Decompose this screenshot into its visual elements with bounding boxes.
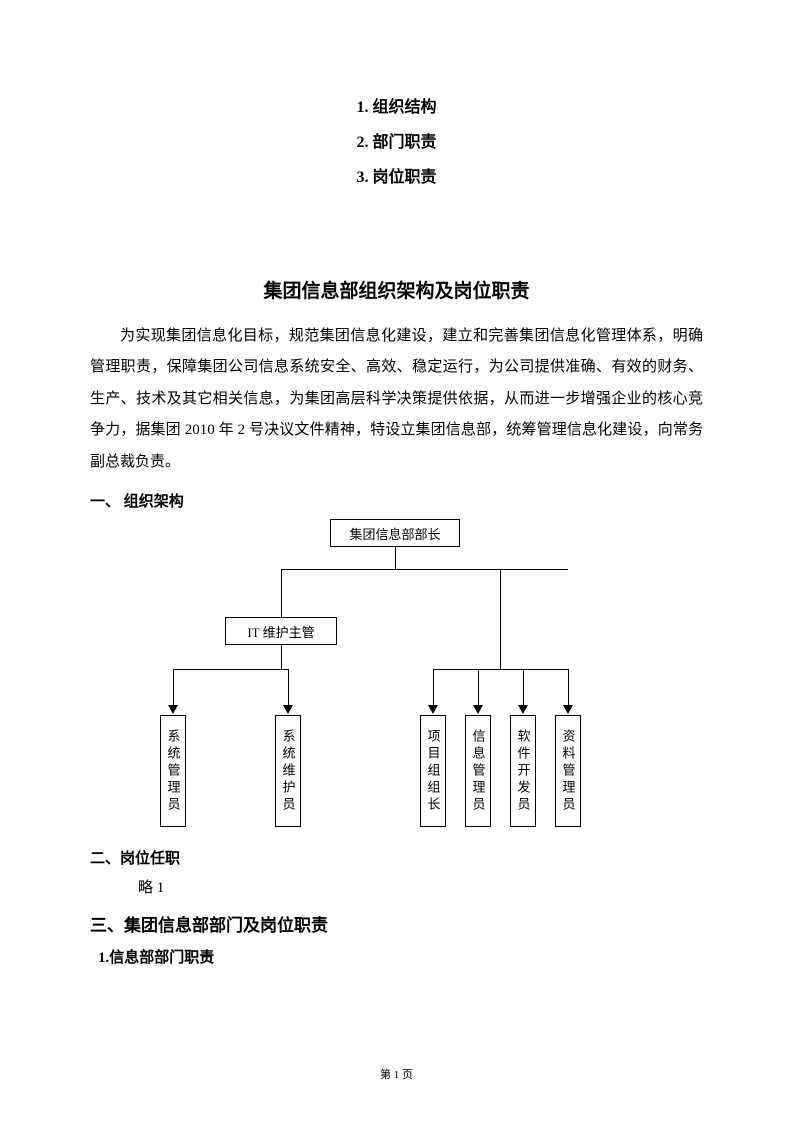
toc-item: 1. 组织结构 (90, 90, 703, 125)
org-node-sys-admin: 系统管理员 (160, 715, 186, 827)
org-node-sw-dev: 软件开发员 (510, 715, 536, 827)
org-node-label: IT 维护主管 (247, 622, 314, 641)
org-line (500, 569, 501, 669)
org-arrow (518, 705, 528, 714)
org-line (281, 645, 282, 669)
org-node-sys-maint: 系统维护员 (275, 715, 301, 827)
org-arrow (473, 705, 483, 714)
section3-sub1: 1.信息部部门职责 (98, 946, 703, 967)
org-node-label: 系统管理员 (164, 729, 183, 814)
org-arrow (428, 705, 438, 714)
section-heading-positions: 二、岗位任职 (90, 847, 703, 868)
org-node-label: 系统维护员 (279, 729, 298, 814)
toc-item: 3. 岗位职责 (90, 160, 703, 195)
org-line (433, 669, 568, 670)
org-line (478, 669, 479, 705)
org-chart: 集团信息部部长 IT 维护主管 系统管理员 系统维护员 项目组组长 信息管理员 … (90, 519, 703, 839)
main-title: 集团信息部组织架构及岗位职责 (90, 276, 703, 303)
org-line (173, 669, 288, 670)
org-node-proj-leader: 项目组组长 (420, 715, 446, 827)
org-arrow (283, 705, 293, 714)
table-of-contents: 1. 组织结构 2. 部门职责 3. 岗位职责 (90, 90, 703, 196)
org-line (433, 669, 434, 705)
org-node-label: 软件开发员 (514, 729, 533, 814)
section-heading-org: 一、 组织架构 (90, 490, 703, 511)
org-node-root: 集团信息部部长 (330, 519, 460, 547)
section-heading-dept: 三、集团信息部部门及岗位职责 (90, 911, 703, 936)
org-line (395, 547, 396, 569)
org-node-label: 项目组组长 (424, 729, 443, 814)
intro-paragraph: 为实现集团信息化目标，规范集团信息化建设，建立和完善集团信息化管理体系，明确管理… (90, 321, 703, 479)
org-arrow (563, 705, 573, 714)
org-line (281, 569, 282, 617)
org-line (281, 569, 568, 570)
org-line (173, 669, 174, 705)
org-line (523, 669, 524, 705)
org-node-it-supervisor: IT 维护主管 (225, 617, 337, 645)
org-node-doc-admin: 资料管理员 (555, 715, 581, 827)
org-line (288, 669, 289, 705)
page-footer: 第 1 页 (0, 1066, 793, 1082)
org-node-label: 资料管理员 (559, 729, 578, 814)
org-node-label: 集团信息部部长 (349, 524, 440, 543)
org-arrow (168, 705, 178, 714)
org-node-label: 信息管理员 (469, 729, 488, 814)
org-line (568, 669, 569, 705)
toc-item: 2. 部门职责 (90, 125, 703, 160)
org-node-info-admin: 信息管理员 (465, 715, 491, 827)
section2-content: 略 1 (138, 876, 703, 897)
